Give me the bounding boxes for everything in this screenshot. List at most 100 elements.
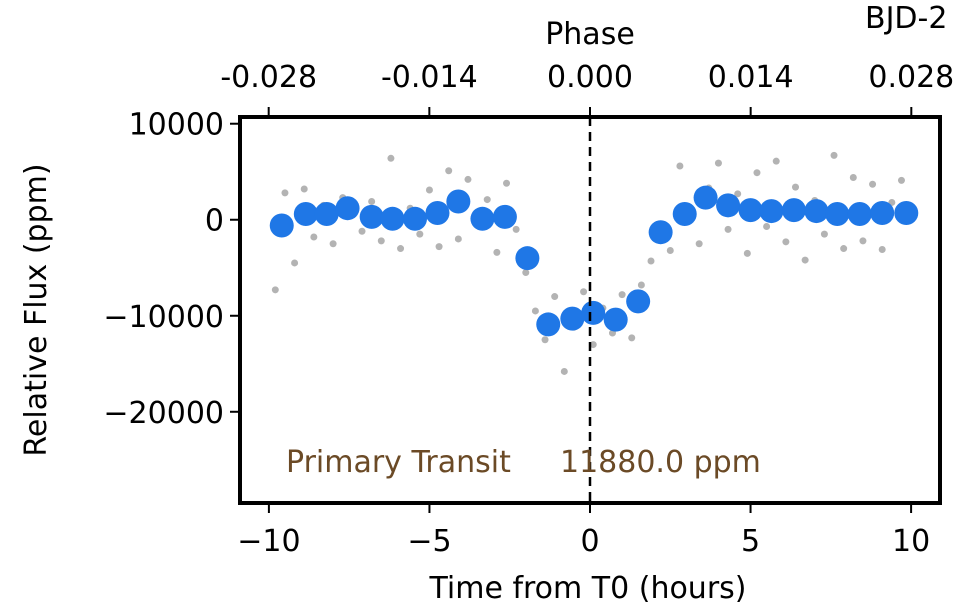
data-point	[859, 237, 867, 245]
x-tick-label: −5	[407, 524, 451, 559]
x-tick-label: 0	[580, 524, 599, 559]
data-point	[522, 269, 530, 277]
data-point	[763, 222, 771, 230]
data-point	[792, 183, 800, 191]
data-point	[738, 198, 763, 223]
data-point	[359, 204, 384, 229]
data-point	[820, 230, 828, 238]
top-axis-label: Phase	[545, 17, 635, 52]
data-point	[335, 196, 360, 221]
data-point	[772, 157, 780, 165]
data-point	[560, 367, 568, 375]
data-point	[666, 246, 674, 254]
data-point	[695, 240, 703, 248]
data-point	[281, 189, 289, 197]
data-point	[849, 173, 857, 181]
data-point	[492, 204, 517, 229]
data-point	[781, 198, 806, 223]
data-point	[716, 193, 741, 218]
data-point	[454, 235, 462, 243]
data-point	[435, 243, 443, 251]
data-point	[743, 249, 751, 257]
data-point	[387, 154, 395, 162]
data-point	[618, 291, 626, 299]
data-point	[446, 189, 471, 214]
annotation: 11880.0 ppm	[560, 445, 761, 480]
plot-frame	[238, 115, 942, 505]
data-point	[801, 256, 809, 264]
data-point	[551, 293, 559, 301]
y-tick-label: −20000	[103, 396, 224, 431]
data-point	[403, 206, 427, 231]
data-point	[626, 289, 651, 314]
data-point	[536, 312, 561, 337]
data-point	[380, 206, 405, 231]
x-tick-label: 10	[892, 524, 930, 559]
data-point	[647, 257, 655, 265]
data-point	[870, 201, 895, 226]
data-point	[271, 286, 279, 294]
data-point	[894, 201, 919, 226]
annotation: Primary Transit	[286, 445, 511, 480]
data-point	[377, 237, 385, 245]
top-tick-label: -0.028	[220, 60, 317, 95]
data-point	[648, 220, 673, 245]
data-point	[724, 225, 732, 233]
data-point	[782, 238, 790, 246]
data-point	[878, 246, 886, 254]
y-tick-label: −10000	[103, 300, 224, 335]
data-point	[397, 245, 405, 253]
data-point	[830, 151, 838, 159]
data-point	[503, 179, 511, 187]
data-point	[676, 162, 684, 170]
chart-title: BJD-2	[865, 1, 947, 36]
data-point	[470, 206, 495, 231]
data-point	[672, 201, 697, 226]
data-point	[464, 175, 472, 183]
data-point	[425, 201, 450, 226]
data-point	[493, 248, 501, 256]
data-point	[580, 288, 588, 296]
data-point	[445, 167, 453, 175]
data-point	[734, 190, 742, 198]
y-tick-label: 10000	[129, 108, 224, 143]
x-axis-label: Time from T0 (hours)	[428, 571, 746, 606]
data-point	[531, 307, 539, 315]
data-point	[897, 176, 905, 184]
top-tick-label: 0.000	[547, 60, 633, 95]
data-point	[869, 180, 877, 188]
data-point	[759, 199, 784, 224]
data-point	[804, 199, 829, 224]
data-point	[300, 185, 308, 193]
data-point	[329, 240, 337, 248]
data-point	[560, 306, 585, 331]
data-point	[293, 201, 318, 226]
data-point	[515, 246, 540, 271]
data-point	[589, 341, 597, 349]
data-point	[581, 300, 606, 325]
data-point	[416, 230, 424, 238]
data-point	[840, 245, 848, 253]
data-point	[358, 227, 366, 235]
x-tick-label: 5	[741, 524, 760, 559]
data-point	[310, 233, 318, 241]
x-tick-label: −10	[237, 524, 300, 559]
data-point	[291, 259, 299, 267]
data-point	[541, 336, 549, 344]
top-tick-label: 0.028	[868, 60, 954, 95]
data-point	[483, 196, 491, 204]
top-tick-label: -0.014	[381, 60, 478, 95]
top-tick-label: 0.014	[708, 60, 794, 95]
data-point	[753, 169, 761, 177]
y-tick-label: 0	[205, 204, 224, 239]
data-point	[637, 281, 645, 289]
data-point	[714, 159, 722, 167]
data-point	[368, 197, 376, 205]
y-axis-label: Relative Flux (ppm)	[19, 163, 54, 456]
data-point	[825, 201, 850, 226]
data-point	[847, 201, 872, 226]
data-point	[628, 334, 636, 342]
data-point	[269, 213, 294, 238]
data-point	[512, 225, 520, 233]
